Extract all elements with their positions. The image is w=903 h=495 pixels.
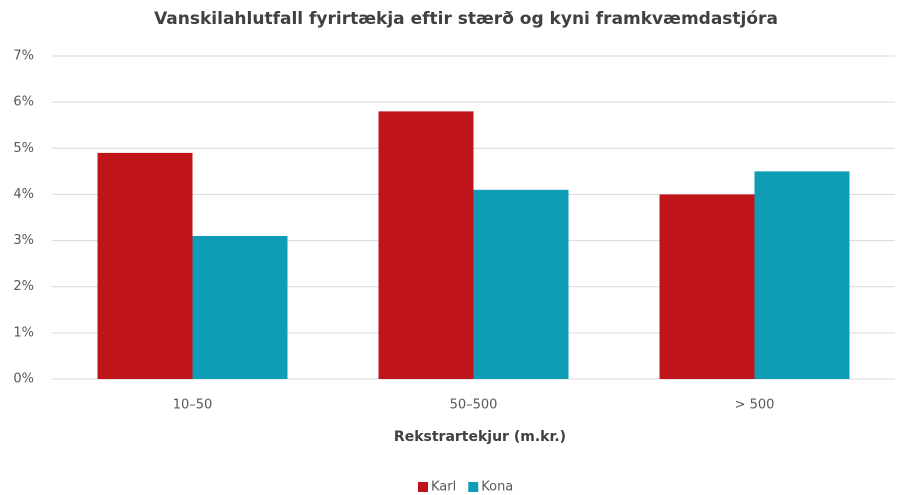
bar xyxy=(659,194,755,379)
y-tick-label: 2% xyxy=(13,279,34,294)
y-tick-label: 7% xyxy=(13,49,34,64)
x-tick-label: > 500 xyxy=(735,398,775,413)
y-tick-label: 1% xyxy=(13,325,34,340)
y-tick-label: 3% xyxy=(13,233,34,248)
legend-swatch xyxy=(468,482,479,492)
x-tick-label: 50–500 xyxy=(450,398,498,413)
bar xyxy=(97,152,193,379)
legend-label: Karl xyxy=(431,480,456,495)
legend-swatch xyxy=(418,482,428,492)
y-tick-label: 0% xyxy=(13,372,34,387)
x-axis-title: Rekstrartekjur (m.kr.) xyxy=(394,429,566,445)
y-tick-label: 6% xyxy=(13,95,34,110)
y-tick-label: 4% xyxy=(13,187,34,202)
bar xyxy=(192,235,288,379)
bar xyxy=(473,189,569,379)
x-tick-label: 10–50 xyxy=(173,398,213,413)
legend-label: Kona xyxy=(481,480,513,495)
y-tick-label: 5% xyxy=(13,141,34,156)
bar xyxy=(754,171,850,379)
bar xyxy=(378,111,474,379)
chart-title: Vanskilahlutfall fyrirtækja eftir stærð … xyxy=(154,9,778,29)
